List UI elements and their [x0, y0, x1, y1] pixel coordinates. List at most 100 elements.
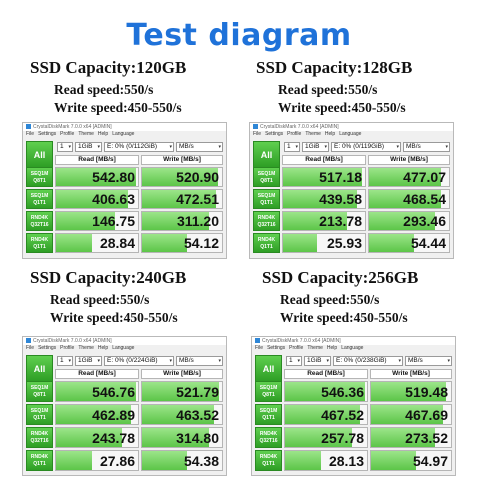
results-grid: All 1 ▾ 1GiB ▾ E: 0% (0/224GiB) ▾ MB/s ▾ Rea… — [26, 355, 223, 472]
window-title: CrystalDiskMark 7.0.0 x64 [ADMIN] — [33, 124, 112, 130]
read-cell: 257.78 — [284, 427, 368, 448]
write-speed-label: Write speed:450-550/s — [280, 310, 408, 325]
read-cell: 439.58 — [282, 189, 366, 209]
count-select[interactable]: 1 ▾ — [57, 356, 73, 366]
row-seq1m-q8t1-button[interactable]: SEQ1M Q8T1 — [26, 381, 53, 402]
menu-language[interactable]: Language — [112, 345, 135, 351]
menu-help[interactable]: Help — [326, 345, 338, 351]
menu-help[interactable]: Help — [97, 131, 109, 137]
row-seq1m-q1t1-button[interactable]: SEQ1M Q1T1 — [26, 189, 53, 209]
chevron-down-icon: ▾ — [297, 358, 300, 364]
menu-settings[interactable]: Settings — [267, 345, 286, 351]
write-header: Write [MB/s] — [141, 155, 223, 165]
read-cell: 467.52 — [284, 404, 368, 425]
row-seq1m-q8t1-button[interactable]: SEQ1M Q8T1 — [255, 381, 282, 402]
row-seq1m-q1t1-button[interactable]: SEQ1M Q1T1 — [253, 189, 280, 209]
drive-select[interactable]: E: 0% (0/238GiB) ▾ — [333, 356, 403, 366]
menu-bar: File Settings Profile Theme Help Language — [23, 131, 226, 138]
all-button[interactable]: All — [253, 141, 280, 168]
read-cell: 542.80 — [55, 167, 139, 187]
size-select[interactable]: 1GiB ▾ — [302, 142, 329, 152]
app-icon — [26, 338, 31, 344]
menu-theme[interactable]: Theme — [78, 345, 94, 351]
menu-bar: File Settings Profile Theme Help Language — [250, 131, 453, 138]
read-cell: 243.78 — [55, 427, 139, 448]
menu-profile[interactable]: Profile — [287, 131, 302, 137]
chevron-down-icon: ▾ — [398, 358, 401, 364]
size-select[interactable]: 1GiB ▾ — [75, 142, 102, 152]
unit-select[interactable]: MB/s ▾ — [176, 142, 223, 152]
row-rnd4k-q1t1-button[interactable]: RND4K Q1T1 — [26, 450, 53, 471]
menu-theme[interactable]: Theme — [305, 131, 321, 137]
menu-language[interactable]: Language — [112, 131, 135, 137]
drive-select[interactable]: E: 0% (0/224GiB) ▾ — [104, 356, 174, 366]
menu-profile[interactable]: Profile — [60, 131, 75, 137]
unit-select[interactable]: MB/s ▾ — [176, 356, 223, 366]
row-seq1m-q8t1-button[interactable]: SEQ1M Q8T1 — [26, 167, 53, 187]
drive-select[interactable]: E: 0% (0/119GiB) ▾ — [331, 142, 401, 152]
row-seq1m-q8t1-button[interactable]: SEQ1M Q8T1 — [253, 167, 280, 187]
window-title: CrystalDiskMark 7.0.0 x64 [ADMIN] — [260, 124, 339, 130]
menu-file[interactable]: File — [26, 345, 35, 351]
menu-language[interactable]: Language — [341, 345, 364, 351]
row-seq1m-q1t1-button[interactable]: SEQ1M Q1T1 — [26, 404, 53, 425]
count-select[interactable]: 1 ▾ — [286, 356, 302, 366]
row-seq1m-q1t1-button[interactable]: SEQ1M Q1T1 — [255, 404, 282, 425]
row-rnd4k-q32t16-button[interactable]: RND4K Q32T16 — [253, 211, 280, 231]
read-cell: 28.84 — [55, 233, 139, 253]
panel-240gb: SSD Capacity:240GB Read speed:550/s Writ… — [30, 268, 266, 327]
read-cell: 462.89 — [55, 404, 139, 425]
menu-help[interactable]: Help — [97, 345, 109, 351]
all-button[interactable]: All — [26, 141, 53, 168]
read-cell: 213.78 — [282, 211, 366, 231]
row-rnd4k-q1t1-button[interactable]: RND4K Q1T1 — [253, 233, 280, 253]
size-select[interactable]: 1GiB ▾ — [304, 356, 331, 366]
results-grid: All 1 ▾ 1GiB ▾ E: 0% (0/112GiB) ▾ MB/s ▾ Rea… — [26, 141, 223, 255]
read-cell: 25.93 — [282, 233, 366, 253]
row-rnd4k-q32t16-button[interactable]: RND4K Q32T16 — [255, 427, 282, 448]
menu-settings[interactable]: Settings — [38, 345, 57, 351]
row-rnd4k-q1t1-button[interactable]: RND4K Q1T1 — [255, 450, 282, 471]
chevron-down-icon: ▾ — [68, 358, 71, 364]
menu-profile[interactable]: Profile — [289, 345, 304, 351]
read-speed-label: Read speed:550/s — [278, 82, 378, 97]
chevron-down-icon: ▾ — [295, 144, 298, 150]
app-icon — [253, 124, 258, 130]
menu-file[interactable]: File — [26, 131, 35, 137]
menu-profile[interactable]: Profile — [60, 345, 75, 351]
size-select[interactable]: 1GiB ▾ — [75, 356, 102, 366]
write-cell: 472.51 — [141, 189, 223, 209]
row-rnd4k-q1t1-button[interactable]: RND4K Q1T1 — [26, 233, 53, 253]
chevron-down-icon: ▾ — [218, 144, 221, 150]
page-title: Test diagram — [126, 18, 352, 53]
row-rnd4k-q32t16-button[interactable]: RND4K Q32T16 — [26, 211, 53, 231]
write-speed-label: Write speed:450-550/s — [278, 100, 406, 115]
all-button[interactable]: All — [26, 355, 53, 382]
chevron-down-icon: ▾ — [324, 144, 327, 150]
count-select[interactable]: 1 ▾ — [57, 142, 73, 152]
unit-select[interactable]: MB/s ▾ — [405, 356, 452, 366]
menu-file[interactable]: File — [253, 131, 262, 137]
write-cell: 273.52 — [370, 427, 452, 448]
chevron-down-icon: ▾ — [169, 358, 172, 364]
unit-select[interactable]: MB/s ▾ — [403, 142, 450, 152]
all-button[interactable]: All — [255, 355, 282, 382]
menu-file[interactable]: File — [255, 345, 264, 351]
chevron-down-icon: ▾ — [218, 358, 221, 364]
row-rnd4k-q32t16-button[interactable]: RND4K Q32T16 — [26, 427, 53, 448]
menu-theme[interactable]: Theme — [78, 131, 94, 137]
write-cell: 293.46 — [368, 211, 450, 231]
menu-settings[interactable]: Settings — [265, 131, 284, 137]
menu-help[interactable]: Help — [324, 131, 336, 137]
menu-settings[interactable]: Settings — [38, 131, 57, 137]
chevron-down-icon: ▾ — [396, 144, 399, 150]
count-select[interactable]: 1 ▾ — [284, 142, 300, 152]
menu-language[interactable]: Language — [339, 131, 362, 137]
read-cell: 546.36 — [284, 381, 368, 402]
read-speed-label: Read speed:550/s — [54, 82, 154, 97]
cdm-window: CrystalDiskMark 7.0.0 x64 [ADMIN] File Se… — [22, 122, 227, 259]
write-header: Write [MB/s] — [370, 369, 452, 379]
drive-select[interactable]: E: 0% (0/112GiB) ▾ — [104, 142, 174, 152]
menu-theme[interactable]: Theme — [307, 345, 323, 351]
write-cell: 463.52 — [141, 404, 223, 425]
